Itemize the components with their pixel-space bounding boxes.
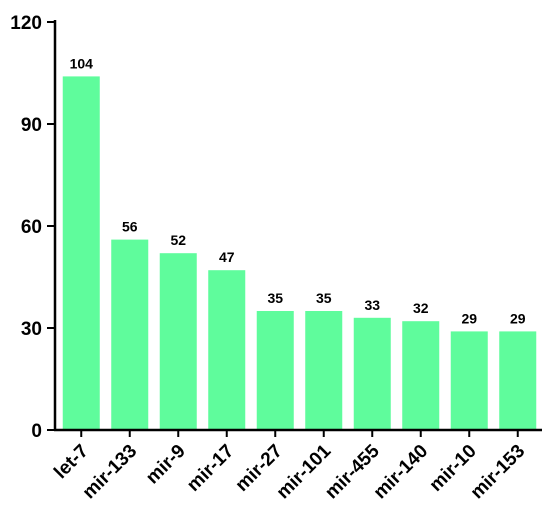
data-label-mir-140: 32 xyxy=(413,300,429,316)
bar-mir-17 xyxy=(208,270,246,430)
data-label-let-7: 104 xyxy=(70,55,94,71)
x-tick-label-mir-153: mir-153 xyxy=(467,441,530,504)
bar-mir-153 xyxy=(499,331,537,430)
bar-mir-101 xyxy=(305,311,343,430)
x-tick-label-mir-133: mir-133 xyxy=(79,441,142,504)
y-tick-label-30: 30 xyxy=(21,319,42,340)
data-label-mir-27: 35 xyxy=(267,290,283,306)
bar-mir-10 xyxy=(450,331,488,430)
data-label-mir-9: 52 xyxy=(170,232,186,248)
data-label-mir-10: 29 xyxy=(461,310,477,326)
bars-group xyxy=(62,76,537,431)
y-axis-ticks: 0 30 60 90 120 xyxy=(10,13,55,442)
x-tick-label-mir-140: mir-140 xyxy=(370,441,433,504)
x-tick-label-let-7: let-7 xyxy=(50,441,92,483)
data-labels-group: 104 56 52 47 35 35 33 32 29 29 xyxy=(70,55,526,326)
bar-mir-27 xyxy=(256,311,294,430)
bar-mir-455 xyxy=(353,317,391,430)
data-label-mir-101: 35 xyxy=(316,290,332,306)
y-tick-label-60: 60 xyxy=(21,217,42,238)
x-tick-label-mir-17: mir-17 xyxy=(183,441,238,496)
data-label-mir-455: 33 xyxy=(364,297,380,313)
bar-mir-9 xyxy=(159,253,197,430)
y-tick-label-90: 90 xyxy=(21,115,42,136)
data-label-mir-133: 56 xyxy=(122,219,138,235)
y-tick-label-120: 120 xyxy=(10,13,42,34)
bar-let-7 xyxy=(62,76,100,431)
data-label-mir-153: 29 xyxy=(510,310,526,326)
bar-mir-133 xyxy=(111,239,149,430)
y-tick-label-0: 0 xyxy=(31,421,42,442)
bar-mir-140 xyxy=(402,321,440,430)
data-label-mir-17: 47 xyxy=(219,249,235,265)
